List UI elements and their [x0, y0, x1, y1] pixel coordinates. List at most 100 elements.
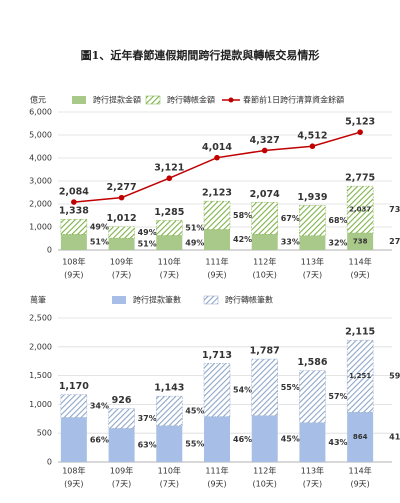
- x-tick-label: (7天): [160, 271, 179, 280]
- value-label: 864: [353, 433, 368, 441]
- x-tick-label: 111年: [205, 257, 228, 267]
- bar-segment: [60, 417, 87, 462]
- line-point: [261, 147, 268, 154]
- x-tick-label: (9天): [207, 480, 226, 489]
- legend-swatch: [203, 295, 219, 305]
- x-tick-label: 112年: [253, 257, 276, 267]
- x-tick-label: 108年: [62, 257, 85, 267]
- total-label: 2,115: [345, 327, 375, 338]
- share-label: 41%: [389, 433, 400, 442]
- value-label: 738: [353, 238, 368, 246]
- bar-segment: [60, 234, 87, 250]
- bar-segment: [203, 200, 231, 230]
- legend-swatch: [228, 97, 234, 103]
- share-label: 45%: [185, 406, 204, 415]
- total-label: 2,775: [345, 173, 375, 184]
- y-tick-label: 3,000: [29, 177, 52, 186]
- bar-segment: [108, 428, 135, 462]
- total-label: 1,586: [297, 357, 327, 368]
- share-label: 34%: [90, 402, 109, 411]
- bar-segment: [251, 358, 278, 416]
- x-tick-label: 108年: [62, 466, 85, 476]
- x-tick-label: (7天): [112, 271, 131, 280]
- legend-swatch: [145, 95, 161, 105]
- total-label: 2,123: [202, 188, 232, 199]
- x-tick-label: 111年: [205, 466, 228, 476]
- x-tick-label: (9天): [350, 271, 369, 280]
- y-tick-label: 0: [47, 458, 52, 467]
- y-tick-label: 1,500: [29, 371, 52, 380]
- figure-title: 圖1、近年春節連假期間跨行提款與轉帳交易情形: [81, 48, 320, 62]
- total-label: 1,338: [59, 206, 89, 217]
- share-label: 58%: [233, 211, 252, 220]
- share-label: 73%: [389, 205, 400, 214]
- line-point: [166, 175, 173, 182]
- legend-label: 跨行提款筆數: [133, 295, 181, 305]
- bar-segment: [251, 415, 278, 462]
- total-label: 1,713: [202, 350, 232, 361]
- share-label: 55%: [281, 383, 300, 392]
- x-tick-label: 114年: [349, 257, 372, 267]
- y-tick-label: 1,000: [29, 223, 52, 232]
- legend-label: 春節前1日跨行清算資金餘額: [243, 95, 344, 105]
- bar-segment: [251, 202, 278, 235]
- y-tick-label: 2,500: [29, 314, 52, 323]
- line-label: 4,512: [297, 131, 327, 142]
- x-tick-label: (9天): [207, 271, 226, 280]
- x-tick-label: (7天): [303, 271, 322, 280]
- share-label: 51%: [90, 238, 109, 247]
- total-label: 2,074: [250, 189, 280, 200]
- share-label: 57%: [328, 392, 347, 401]
- y-unit: 萬筆: [30, 295, 46, 305]
- share-label: 51%: [138, 240, 157, 249]
- line-label: 5,123: [345, 117, 375, 128]
- legend-label: 跨行轉帳筆數: [225, 295, 273, 305]
- bar-segment: [108, 226, 135, 239]
- bar-segment: [299, 235, 326, 250]
- bar-segment: [346, 339, 374, 413]
- bar-segment: [251, 234, 278, 250]
- share-label: 46%: [233, 435, 252, 444]
- share-label: 37%: [138, 414, 157, 423]
- y-tick-label: 1,000: [29, 400, 52, 409]
- legend-label: 跨行提款金額: [93, 95, 141, 105]
- share-label: 49%: [138, 228, 157, 237]
- value-label: 1,251: [349, 372, 371, 380]
- legend-label: 跨行轉帳金額: [167, 95, 215, 105]
- y-tick-label: 6,000: [29, 108, 52, 117]
- y-tick-label: 2,000: [29, 342, 52, 351]
- share-label: 63%: [138, 441, 157, 450]
- bar-segment: [299, 205, 326, 236]
- x-tick-label: 112年: [253, 466, 276, 476]
- bar-segment: [299, 422, 326, 462]
- value-label: 2,037: [349, 206, 371, 214]
- line-point: [118, 194, 125, 201]
- bar-segment: [156, 425, 183, 462]
- x-tick-label: 110年: [158, 466, 181, 476]
- total-label: 1,285: [154, 207, 184, 218]
- share-label: 45%: [281, 434, 300, 443]
- y-tick-label: 5,000: [29, 131, 52, 140]
- legend-swatch: [72, 96, 86, 104]
- line-label: 4,327: [250, 135, 280, 146]
- line-label: 4,014: [202, 142, 232, 153]
- bar-segment: [204, 229, 230, 250]
- line-point: [309, 143, 316, 150]
- x-tick-label: (10天): [253, 480, 277, 489]
- line-point: [357, 129, 363, 135]
- share-label: 59%: [389, 372, 400, 381]
- share-label: 54%: [233, 385, 252, 394]
- x-tick-label: (7天): [112, 480, 131, 489]
- share-label: 42%: [233, 235, 252, 244]
- share-label: 55%: [185, 439, 204, 448]
- total-label: 1,787: [250, 346, 280, 357]
- bar-segment: [108, 238, 135, 250]
- total-label: 1,143: [154, 383, 184, 394]
- x-tick-label: 114年: [349, 466, 372, 476]
- bar-segment: [108, 408, 135, 429]
- share-label: 67%: [281, 214, 300, 223]
- share-label: 68%: [328, 216, 347, 225]
- bar-segment: [203, 363, 231, 417]
- bar-segment: [204, 416, 230, 462]
